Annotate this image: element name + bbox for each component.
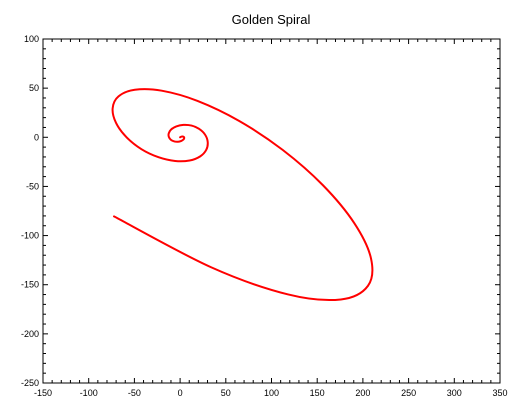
x-tick-label: 200 xyxy=(355,388,370,398)
x-tick-label: 350 xyxy=(492,388,507,398)
x-tick-label: 100 xyxy=(264,388,279,398)
y-tick-label: -200 xyxy=(21,329,39,339)
x-tick-label: 150 xyxy=(310,388,325,398)
y-tick-label: 50 xyxy=(29,83,39,93)
y-tick-label: -100 xyxy=(21,231,39,241)
x-tick-label: 0 xyxy=(178,388,183,398)
y-tick-label: -150 xyxy=(21,280,39,290)
y-tick-label: 100 xyxy=(24,34,39,44)
y-tick-label: -250 xyxy=(21,378,39,388)
x-tick-label: -50 xyxy=(128,388,141,398)
x-tick-label: -150 xyxy=(34,388,52,398)
x-tick-label: -100 xyxy=(80,388,98,398)
spiral-series-line xyxy=(111,88,374,302)
x-tick-label: 50 xyxy=(221,388,231,398)
plot-frame xyxy=(42,38,501,384)
y-tick-label: -50 xyxy=(26,181,39,191)
x-tick-label: 300 xyxy=(447,388,462,398)
x-tick-label: 250 xyxy=(401,388,416,398)
y-tick-label: 0 xyxy=(34,132,39,142)
chart-title: Golden Spiral xyxy=(232,12,311,27)
